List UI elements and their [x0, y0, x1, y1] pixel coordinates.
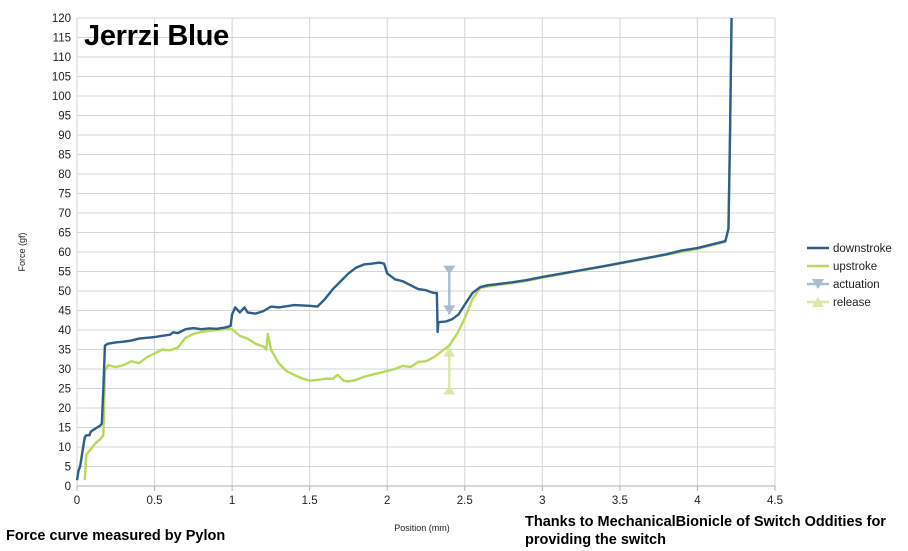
- y-tick-label: 10: [58, 442, 71, 454]
- legend-item-downstroke: downstroke: [807, 243, 892, 255]
- legend-label: downstroke: [833, 243, 892, 255]
- x-tick-label: 3.5: [612, 495, 628, 507]
- x-tick-label: 0.5: [147, 495, 163, 507]
- y-tick-label: 40: [58, 325, 71, 337]
- switch-credit: Thanks to MechanicalBionicle of Switch O…: [525, 514, 886, 548]
- legend-item-release: release: [807, 297, 871, 309]
- x-tick-label: 0: [74, 495, 80, 507]
- y-tick-label: 110: [53, 52, 71, 64]
- y-tick-label: 55: [58, 267, 71, 279]
- measurement-credit: Force curve measured by Pylon: [6, 528, 226, 544]
- y-tick-label: 25: [58, 384, 71, 396]
- y-tick-label: 50: [58, 286, 71, 298]
- y-tick-label: 5: [65, 462, 71, 474]
- legend-label: upstroke: [833, 261, 877, 273]
- y-tick-label: 115: [53, 33, 71, 45]
- x-tick-label: 4.5: [767, 495, 783, 507]
- y-tick-label: 105: [52, 72, 71, 84]
- x-tick-label: 2.5: [457, 495, 473, 507]
- chart-grid: [76, 17, 776, 487]
- x-axis-title: Position (mm): [394, 523, 450, 533]
- legend-label: release: [833, 297, 871, 309]
- release-marker: [443, 347, 456, 395]
- x-tick-label: 4: [694, 495, 701, 507]
- y-tick-label: 100: [52, 91, 71, 103]
- chart-legend: downstroke upstroke actuation release: [807, 243, 892, 309]
- chart-title: Jerrzi Blue: [84, 20, 229, 52]
- y-tick-label: 75: [58, 189, 71, 201]
- y-axis-ticks: 0 5 10 15 20 25 30 35 40 45 50 55 60 65 70 75 80 85 90 95 10…: [52, 13, 71, 493]
- y-tick-label: 30: [58, 364, 71, 376]
- y-tick-label: 20: [58, 403, 71, 415]
- x-tick-label: 1.5: [302, 495, 318, 507]
- legend-item-upstroke: upstroke: [807, 261, 877, 273]
- downstroke-line: [75, 17, 733, 481]
- y-tick-label: 90: [58, 130, 71, 142]
- y-tick-label: 85: [58, 150, 71, 162]
- x-tick-label: 3: [539, 495, 545, 507]
- y-tick-label: 95: [58, 111, 71, 123]
- y-tick-label: 45: [58, 306, 71, 318]
- y-tick-label: 65: [58, 228, 71, 240]
- y-tick-label: 15: [58, 423, 71, 435]
- y-tick-label: 0: [65, 481, 71, 493]
- upstroke-line: [83, 17, 733, 481]
- x-axis-ticks: 0 0.5 1 1.5 2 2.5 3 3.5 4 4.5: [74, 486, 783, 507]
- actuation-marker: [443, 265, 456, 315]
- legend-label: actuation: [833, 279, 880, 291]
- y-tick-label: 120: [52, 13, 71, 25]
- y-axis-title: Force (gf): [17, 232, 27, 271]
- y-tick-label: 70: [58, 208, 71, 220]
- markers-layer: [443, 265, 456, 395]
- y-tick-label: 60: [58, 247, 71, 259]
- x-tick-label: 2: [384, 495, 390, 507]
- x-tick-label: 1: [229, 495, 235, 507]
- legend-item-actuation: actuation: [807, 279, 880, 291]
- series-layer: [75, 17, 733, 481]
- y-tick-label: 80: [58, 169, 71, 181]
- y-tick-label: 35: [58, 345, 71, 357]
